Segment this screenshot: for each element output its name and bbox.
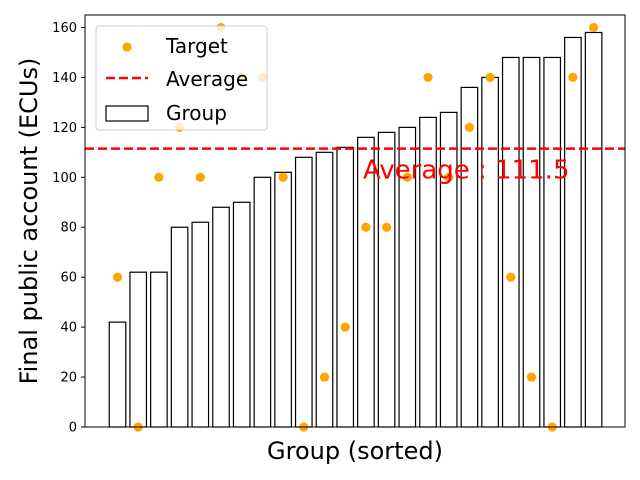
bar xyxy=(315,151,334,428)
target-point xyxy=(464,122,474,132)
legend-target-label: Target xyxy=(165,34,228,58)
y-tick-label: 60 xyxy=(60,271,77,286)
target-point xyxy=(340,322,350,332)
target-point xyxy=(526,372,537,382)
bar xyxy=(170,226,189,428)
y-tick-label: 80 xyxy=(60,221,77,236)
average-annotation: Average : 111.5 xyxy=(363,156,570,186)
bar xyxy=(253,176,272,428)
target-point xyxy=(361,222,371,232)
bar xyxy=(481,76,499,428)
target-point xyxy=(589,22,599,33)
legend-target-marker xyxy=(122,42,132,52)
y-tick-label: 20 xyxy=(60,371,77,386)
target-point xyxy=(154,172,164,182)
y-tick-label: 0 xyxy=(69,421,77,436)
target-point xyxy=(319,372,330,382)
legend-average-label: Average xyxy=(166,67,248,91)
target-point xyxy=(195,172,205,182)
target-point xyxy=(382,222,392,232)
bar xyxy=(294,156,313,428)
legend: Target Average Group xyxy=(95,25,268,131)
target-point xyxy=(444,172,454,182)
y-tick-label: 120 xyxy=(52,121,77,136)
bar xyxy=(522,56,541,428)
bar xyxy=(336,146,355,428)
y-tick-label: 100 xyxy=(52,171,77,186)
y-ticks: 0 20 40 60 80 100 120 140 160 xyxy=(52,21,85,436)
bar xyxy=(564,36,582,428)
target-point xyxy=(568,72,578,83)
bar xyxy=(232,201,251,428)
target-point xyxy=(112,272,123,282)
target-point xyxy=(402,172,412,182)
bar xyxy=(501,56,520,428)
legend-box xyxy=(95,25,268,131)
bar xyxy=(129,271,148,428)
y-axis-label: Final public account (ECUs) xyxy=(15,58,43,385)
x-axis-label: Group (sorted) xyxy=(267,437,443,465)
bar xyxy=(191,221,210,428)
legend-group-swatch xyxy=(105,105,149,122)
bar xyxy=(212,206,230,428)
target-point xyxy=(278,172,288,182)
target-point xyxy=(485,72,495,83)
bar xyxy=(150,271,168,428)
bar xyxy=(543,56,562,428)
y-tick-label: 140 xyxy=(52,71,77,86)
target-point xyxy=(506,272,516,282)
bars-layer xyxy=(108,31,603,428)
y-tick-label: 160 xyxy=(52,21,77,36)
axes-frame xyxy=(84,14,626,428)
bar xyxy=(108,321,127,428)
bar xyxy=(274,171,292,428)
legend-group-label: Group xyxy=(166,101,227,125)
y-tick-label: 40 xyxy=(60,321,77,336)
bar xyxy=(584,31,603,428)
target-point xyxy=(423,72,433,83)
bar xyxy=(460,86,479,428)
